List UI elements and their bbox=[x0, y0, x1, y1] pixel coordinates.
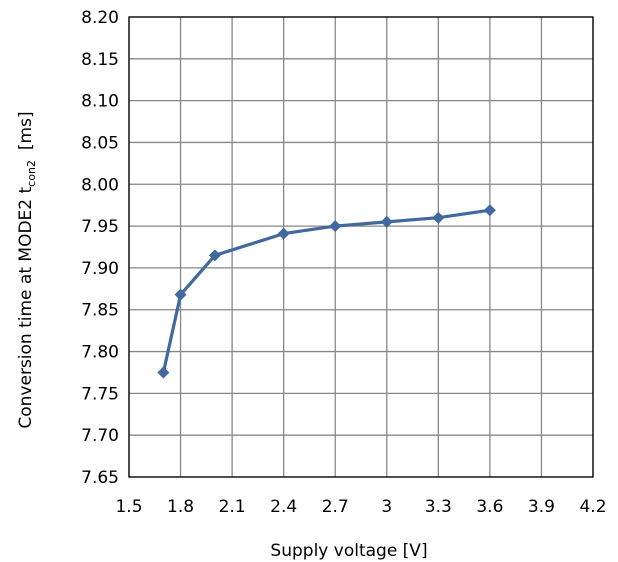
plot-border bbox=[128, 16, 594, 478]
data-point-marker bbox=[174, 288, 187, 301]
data-point-marker bbox=[277, 227, 290, 240]
data-point-marker bbox=[432, 211, 445, 224]
y-tick-label: 7.65 bbox=[81, 468, 119, 488]
y-tick-label: 8.05 bbox=[81, 133, 119, 153]
y-axis-title: Conversion time at MODE2 tcon2 [ms] bbox=[16, 111, 38, 428]
y-tick-label: 8.15 bbox=[81, 50, 119, 70]
y-tick-label: 8.10 bbox=[81, 92, 119, 112]
x-axis-title: Supply voltage [V] bbox=[270, 541, 427, 561]
y-tick-label: 8.00 bbox=[81, 175, 119, 195]
y-axis-title-prefix: Conversion time at MODE2 t bbox=[16, 186, 36, 428]
data-point-marker bbox=[380, 215, 393, 228]
y-tick-label: 7.70 bbox=[81, 426, 119, 446]
y-axis-title-subscript: con2 bbox=[25, 160, 38, 187]
y-tick-label: 7.90 bbox=[81, 259, 119, 279]
y-tick-label: 7.75 bbox=[81, 384, 119, 404]
data-point-marker bbox=[157, 366, 170, 379]
x-tick-label: 1.5 bbox=[115, 497, 142, 517]
x-tick-label: 3.6 bbox=[476, 497, 503, 517]
y-axis-ticks: 7.65 7.70 7.75 7.80 7.85 7.90 7.95 8.00 8.05 8.10… bbox=[81, 8, 119, 488]
series-layer bbox=[157, 204, 496, 379]
x-axis-ticks: 1.5 1.8 2.1 2.4 2.7 3 3.3 3.6 3.9 4.2 bbox=[115, 497, 606, 517]
x-tick-label: 2.1 bbox=[219, 497, 246, 517]
x-tick-label: 3.9 bbox=[528, 497, 555, 517]
data-point-marker bbox=[483, 204, 496, 217]
y-axis-title-suffix: [ms] bbox=[16, 111, 36, 150]
data-point-marker bbox=[329, 220, 342, 233]
y-tick-label: 8.20 bbox=[81, 8, 119, 28]
x-tick-label: 4.2 bbox=[579, 497, 606, 517]
plot-area bbox=[128, 16, 594, 478]
y-tick-label: 7.95 bbox=[81, 217, 119, 237]
y-tick-label: 7.85 bbox=[81, 301, 119, 321]
series-line bbox=[161, 208, 491, 373]
x-tick-label: 1.8 bbox=[167, 497, 194, 517]
x-tick-label: 2.4 bbox=[270, 497, 297, 517]
x-tick-label: 3.3 bbox=[425, 497, 452, 517]
x-tick-label: 2.7 bbox=[322, 497, 349, 517]
data-point-marker bbox=[208, 249, 221, 262]
y-tick-label: 7.80 bbox=[81, 343, 119, 363]
grid-lines bbox=[128, 16, 594, 478]
x-tick-label: 3 bbox=[381, 497, 392, 517]
